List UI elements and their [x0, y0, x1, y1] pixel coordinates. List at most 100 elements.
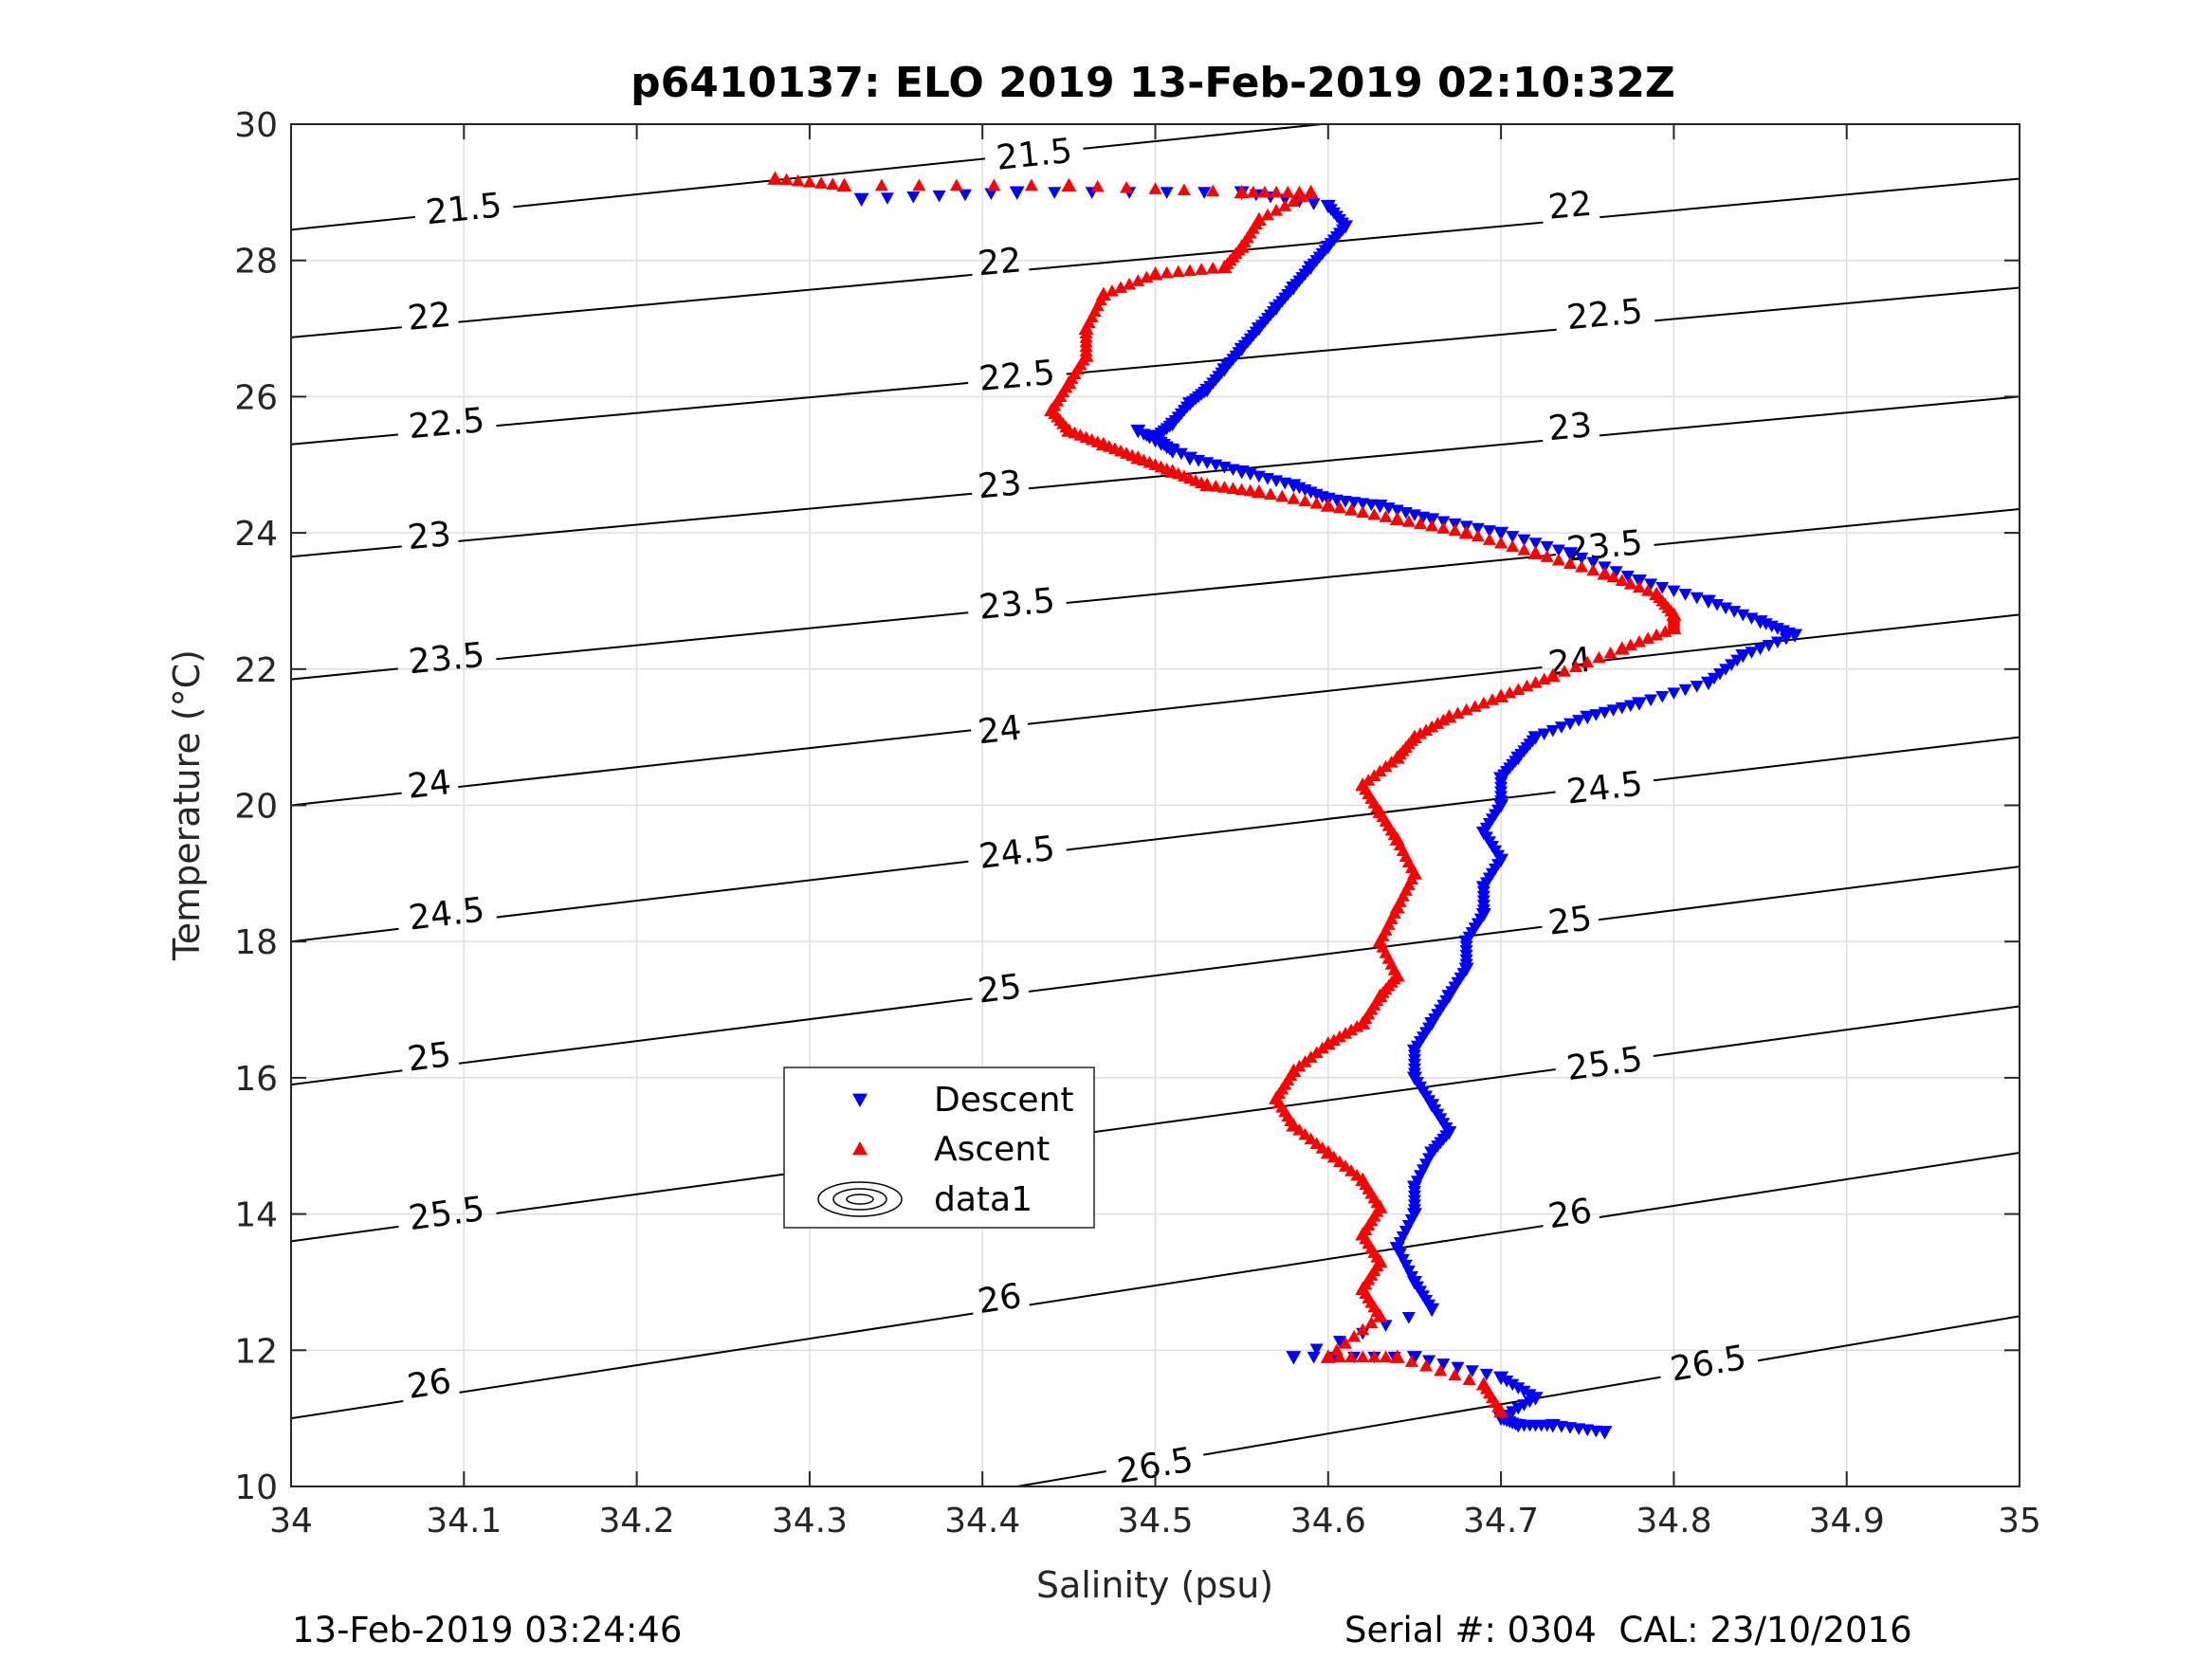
y-tick-label: 20	[234, 788, 278, 827]
descent-point	[1465, 1365, 1479, 1377]
ascent-point	[1275, 489, 1289, 502]
ascent-point	[826, 177, 840, 191]
ascent-point	[1545, 667, 1561, 683]
descent-point	[1644, 694, 1658, 707]
contour-label: 22	[1546, 185, 1593, 228]
descent-point	[906, 191, 921, 204]
ascent-point	[1493, 688, 1509, 702]
ascent-point	[874, 178, 888, 191]
ascent-point	[1295, 190, 1309, 203]
ascent-point	[779, 173, 794, 186]
descent-point	[1762, 640, 1776, 652]
y-tick-label: 14	[234, 1196, 278, 1235]
ascent-point	[1140, 270, 1154, 283]
contour-path	[291, 736, 2020, 943]
ascent-point	[1581, 655, 1595, 668]
ascent-point	[1528, 676, 1543, 688]
descent-point	[1332, 1336, 1346, 1348]
contour-path	[291, 613, 2020, 807]
ascent-point	[1209, 480, 1223, 492]
ascent-point	[1569, 660, 1583, 673]
descent-point	[880, 192, 894, 205]
ascent-point	[1641, 631, 1655, 645]
descent-point	[1157, 439, 1171, 451]
plot-area: 21.5 21.5 22 22 22 22.5 22.5 22.5 23 23 23 23.5 23.5…	[290, 123, 2020, 1487]
descent-point	[1770, 636, 1784, 649]
ascent-point	[1160, 265, 1174, 279]
descent-point	[1527, 1392, 1544, 1406]
ascent-point	[802, 175, 816, 188]
contour-label: 22.5	[1565, 292, 1645, 337]
x-tick-label: 34.2	[599, 1502, 675, 1540]
descent-point	[1787, 629, 1803, 643]
ascent-point	[814, 176, 829, 189]
ascent-point	[1459, 702, 1473, 716]
ascent-point	[1061, 177, 1077, 192]
ascent-point	[1287, 194, 1301, 208]
contour-label: 24.5	[977, 830, 1056, 877]
descent-point	[1307, 1351, 1321, 1364]
contour-label: 25	[406, 1035, 454, 1079]
contour-line-21.5: 21.5 21.5	[291, 124, 1331, 232]
ascent-point	[1120, 181, 1134, 193]
ascent-point	[1448, 1368, 1462, 1381]
ascent-point	[1485, 693, 1499, 705]
ascent-point	[1615, 574, 1629, 586]
x-tick-label: 34.9	[1809, 1502, 1885, 1540]
descent-point	[1493, 526, 1509, 541]
descent-point	[1609, 566, 1623, 578]
contour-line-26: 26 26 26	[291, 1151, 2020, 1420]
ascent-point	[1195, 263, 1209, 275]
y-tick-label: 26	[234, 378, 278, 417]
ascent-point	[1379, 510, 1393, 522]
descent-point	[1779, 632, 1793, 646]
ascent-point	[1309, 496, 1324, 509]
descent-point	[1511, 1382, 1526, 1395]
descent-point	[1479, 1368, 1493, 1381]
ascent-point	[1270, 185, 1284, 198]
ascent-point	[1597, 566, 1613, 580]
contour-label: 22	[977, 241, 1023, 283]
ascent-point	[1216, 259, 1233, 274]
contour-path	[1016, 1315, 2020, 1486]
contour-line-23.5: 23.523.523.5	[291, 507, 2020, 682]
ascent-point	[1379, 1350, 1393, 1363]
x-tick-label: 34.6	[1290, 1502, 1366, 1540]
contour-label: 23	[1546, 406, 1593, 448]
contour-label: 24	[406, 763, 453, 807]
ascent-point	[1367, 1350, 1381, 1363]
ascent-point	[1344, 1350, 1359, 1363]
descent-point	[1511, 1402, 1526, 1415]
descent-point	[1586, 556, 1600, 570]
ascent-point	[1506, 539, 1520, 553]
contour-line-23: 23 23 23	[291, 395, 2020, 558]
ascent-point	[1540, 550, 1554, 562]
x-tick-label: 34.5	[1117, 1502, 1193, 1540]
ascent-point	[1603, 647, 1618, 659]
y-tick-label: 12	[234, 1332, 278, 1371]
ascent-point	[1320, 498, 1336, 512]
descent-point	[1140, 429, 1154, 443]
descent-point	[1563, 718, 1578, 731]
ascent-point	[1364, 1316, 1379, 1329]
descent-point	[1401, 1311, 1416, 1324]
descent-point	[1667, 687, 1681, 700]
descent-point	[1690, 592, 1704, 605]
ascent-point	[1147, 266, 1163, 281]
ascent-point	[1517, 543, 1531, 556]
contour-path	[291, 177, 2020, 338]
descent-point	[1690, 681, 1704, 693]
ascent-point	[1303, 184, 1319, 199]
descent-point	[1667, 585, 1681, 598]
ascent-point	[1131, 274, 1145, 286]
contour-label: 26	[976, 1277, 1025, 1322]
descent-point	[1517, 534, 1531, 547]
ascent-point	[1425, 519, 1439, 532]
legend-marker-contour	[832, 1188, 887, 1211]
ascent-point	[1520, 679, 1534, 692]
y-tick-label: 16	[234, 1060, 278, 1099]
ascent-point	[1614, 641, 1630, 655]
ascent-point	[1251, 483, 1267, 499]
